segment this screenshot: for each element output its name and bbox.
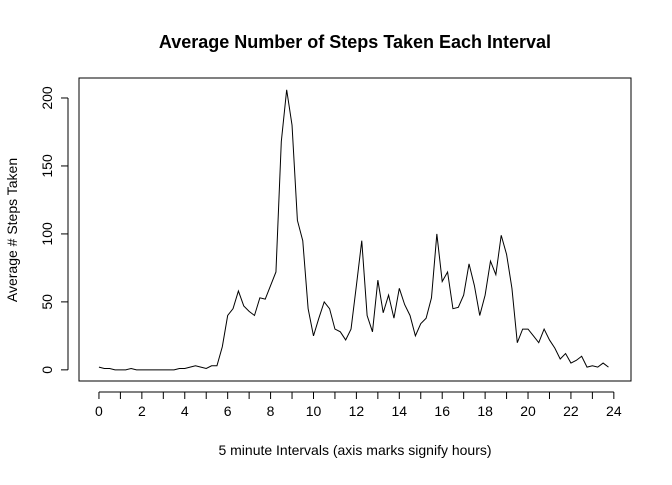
y-tick-label: 200 — [39, 86, 55, 110]
x-tick-label: 2 — [138, 403, 146, 419]
chart-title: Average Number of Steps Taken Each Inter… — [159, 32, 551, 52]
x-tick-label: 10 — [306, 403, 322, 419]
x-tick-label: 20 — [520, 403, 536, 419]
x-tick-label: 6 — [224, 403, 232, 419]
y-tick-label: 50 — [39, 294, 55, 310]
x-tick-label: 18 — [477, 403, 493, 419]
x-tick-label: 8 — [267, 403, 275, 419]
x-tick-label: 14 — [392, 403, 408, 419]
data-line — [98, 89, 609, 371]
x-tick-label: 0 — [95, 403, 103, 419]
x-tick-label: 22 — [563, 403, 579, 419]
x-tick-label: 16 — [434, 403, 450, 419]
y-axis-label: Average # Steps Taken — [4, 158, 20, 302]
x-tick-label: 4 — [181, 403, 189, 419]
x-tick-label: 24 — [606, 403, 622, 419]
plot-frame — [78, 77, 632, 382]
x-tick-label: 12 — [349, 403, 365, 419]
y-tick-label: 100 — [39, 222, 55, 246]
y-tick-label: 150 — [39, 154, 55, 178]
x-axis-label: 5 minute Intervals (axis marks signify h… — [218, 442, 491, 458]
y-tick-label: 0 — [39, 366, 55, 374]
